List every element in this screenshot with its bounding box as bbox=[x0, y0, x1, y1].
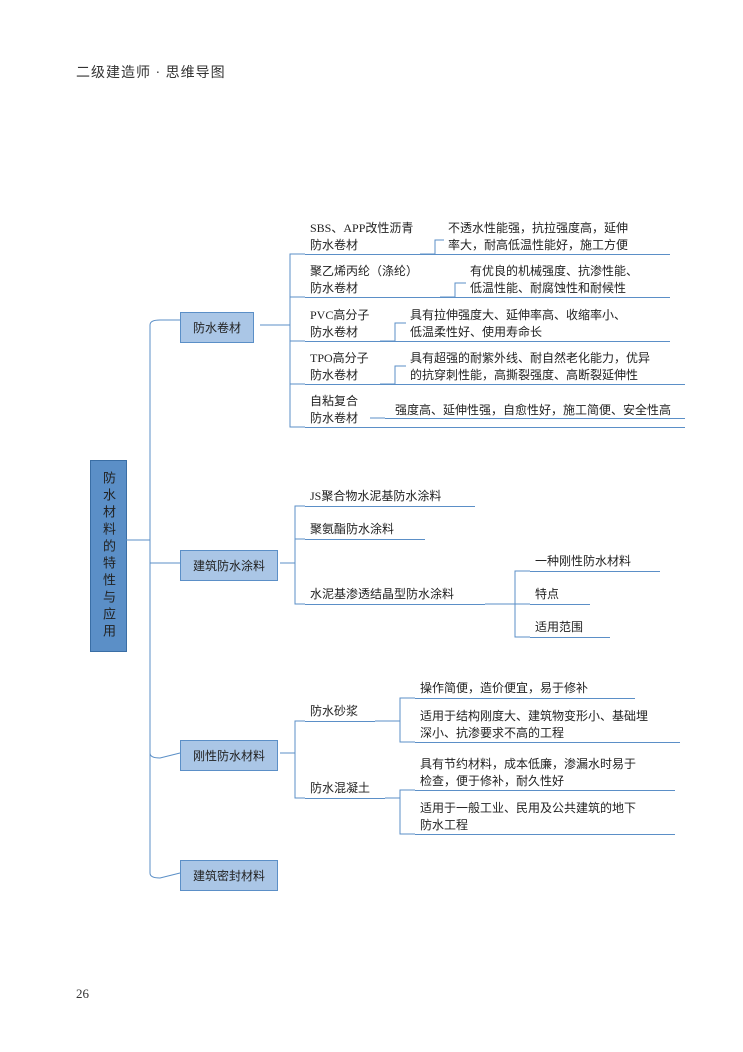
ul bbox=[530, 571, 660, 572]
ul bbox=[305, 427, 685, 428]
text: 防水卷材 bbox=[310, 281, 358, 295]
text: 有优良的机械强度、抗渗性能、 bbox=[470, 264, 638, 278]
text: 防水混凝土 bbox=[310, 781, 370, 795]
text: 强度高、延伸性强，自愈性好，施工简便、安全性高 bbox=[395, 403, 671, 417]
ul bbox=[305, 384, 685, 385]
text: PVC高分子 bbox=[310, 308, 369, 322]
rigid-concrete: 防水混凝土 bbox=[310, 780, 370, 797]
text: 检查，便于修补，耐久性好 bbox=[420, 774, 564, 788]
node-coating: 建筑防水涂料 bbox=[180, 550, 278, 581]
text: 聚氨酯防水涂料 bbox=[310, 522, 394, 536]
rigid-concrete-d1: 具有节约材料，成本低廉，渗漏水时易于 检查，便于修补，耐久性好 bbox=[420, 756, 636, 791]
root-label: 防水材料的特性与应用 bbox=[101, 471, 116, 641]
roll-self-name: 自粘复合 防水卷材 bbox=[310, 393, 358, 428]
roll-pe-desc: 有优良的机械强度、抗渗性能、 低温性能、耐腐蚀性和耐候性 bbox=[470, 263, 638, 298]
coating-pu: 聚氨酯防水涂料 bbox=[310, 521, 394, 538]
ul bbox=[530, 604, 590, 605]
roll-pe-name: 聚乙烯丙纶（涤纶） 防水卷材 bbox=[310, 263, 418, 298]
l2-label: 建筑密封材料 bbox=[193, 869, 265, 883]
text: SBS、APP改性沥青 bbox=[310, 221, 413, 235]
ul bbox=[415, 698, 635, 699]
coating-cement-sub3: 适用范围 bbox=[535, 619, 583, 636]
ul bbox=[305, 254, 670, 255]
rigid-concrete-d2: 适用于一般工业、民用及公共建筑的地下 防水工程 bbox=[420, 800, 636, 835]
roll-self-desc: 强度高、延伸性强，自愈性好，施工简便、安全性高 bbox=[395, 402, 671, 419]
text: 具有拉伸强度大、延伸率高、收缩率小、 bbox=[410, 308, 626, 322]
text: 深小、抗渗要求不高的工程 bbox=[420, 726, 564, 740]
roll-sbs-name: SBS、APP改性沥青 防水卷材 bbox=[310, 220, 413, 255]
text: 一种刚性防水材料 bbox=[535, 554, 631, 568]
text: 水泥基渗透结晶型防水涂料 bbox=[310, 587, 454, 601]
text: 适用于结构刚度大、建筑物变形小、基础埋 bbox=[420, 709, 648, 723]
ul bbox=[305, 506, 475, 507]
text: 聚乙烯丙纶（涤纶） bbox=[310, 264, 418, 278]
text: 防水砂浆 bbox=[310, 704, 358, 718]
page-number: 26 bbox=[76, 986, 89, 1002]
coating-cement-sub1: 一种刚性防水材料 bbox=[535, 553, 631, 570]
text: 具有超强的耐紫外线、耐自然老化能力，优异 bbox=[410, 351, 650, 365]
ul bbox=[415, 790, 675, 791]
l2-label: 防水卷材 bbox=[193, 321, 241, 335]
ul bbox=[530, 637, 610, 638]
text: 的抗穿刺性能，高撕裂强度、高断裂延伸性 bbox=[410, 368, 638, 382]
roll-pvc-desc: 具有拉伸强度大、延伸率高、收缩率小、 低温柔性好、使用寿命长 bbox=[410, 307, 626, 342]
node-rigid: 刚性防水材料 bbox=[180, 740, 278, 771]
ul bbox=[305, 798, 385, 799]
ul bbox=[305, 721, 375, 722]
l2-label: 建筑防水涂料 bbox=[193, 559, 265, 573]
text: 防水卷材 bbox=[310, 411, 358, 425]
rigid-mortar-d2: 适用于结构刚度大、建筑物变形小、基础埋 深小、抗渗要求不高的工程 bbox=[420, 708, 648, 743]
rigid-mortar-d1: 操作简便，造价便宜，易于修补 bbox=[420, 680, 588, 697]
rigid-mortar: 防水砂浆 bbox=[310, 703, 358, 720]
text: 适用于一般工业、民用及公共建筑的地下 bbox=[420, 801, 636, 815]
text: 防水卷材 bbox=[310, 238, 358, 252]
ul bbox=[305, 297, 670, 298]
text: 防水卷材 bbox=[310, 368, 358, 382]
node-waterproof-roll: 防水卷材 bbox=[180, 312, 254, 343]
l2-label: 刚性防水材料 bbox=[193, 749, 265, 763]
roll-tpo-name: TPO高分子 防水卷材 bbox=[310, 350, 369, 385]
text: 操作简便，造价便宜，易于修补 bbox=[420, 681, 588, 695]
text: 低温性能、耐腐蚀性和耐候性 bbox=[470, 281, 626, 295]
text: 防水工程 bbox=[420, 818, 468, 832]
roll-tpo-desc: 具有超强的耐紫外线、耐自然老化能力，优异 的抗穿刺性能，高撕裂强度、高断裂延伸性 bbox=[410, 350, 650, 385]
text: TPO高分子 bbox=[310, 351, 369, 365]
text: 不透水性能强，抗拉强度高，延伸 bbox=[448, 221, 628, 235]
text: 低温柔性好、使用寿命长 bbox=[410, 325, 542, 339]
ul bbox=[415, 742, 680, 743]
coating-cement: 水泥基渗透结晶型防水涂料 bbox=[310, 586, 454, 603]
coating-js: JS聚合物水泥基防水涂料 bbox=[310, 488, 441, 505]
page-header: 二级建造师 · 思维导图 bbox=[76, 62, 226, 82]
ul bbox=[305, 341, 670, 342]
ul bbox=[415, 834, 675, 835]
text: 具有节约材料，成本低廉，渗漏水时易于 bbox=[420, 757, 636, 771]
ul bbox=[385, 418, 685, 419]
text: 适用范围 bbox=[535, 620, 583, 634]
node-sealing: 建筑密封材料 bbox=[180, 860, 278, 891]
roll-sbs-desc: 不透水性能强，抗拉强度高，延伸 率大，耐高低温性能好，施工方便 bbox=[448, 220, 628, 255]
text: 率大，耐高低温性能好，施工方便 bbox=[448, 238, 628, 252]
text: JS聚合物水泥基防水涂料 bbox=[310, 489, 441, 503]
root-node: 防水材料的特性与应用 bbox=[90, 460, 127, 652]
text: 防水卷材 bbox=[310, 325, 358, 339]
ul bbox=[305, 539, 425, 540]
text: 特点 bbox=[535, 587, 559, 601]
text: 自粘复合 bbox=[310, 394, 358, 408]
roll-pvc-name: PVC高分子 防水卷材 bbox=[310, 307, 369, 342]
coating-cement-sub2: 特点 bbox=[535, 586, 559, 603]
ul bbox=[305, 604, 485, 605]
